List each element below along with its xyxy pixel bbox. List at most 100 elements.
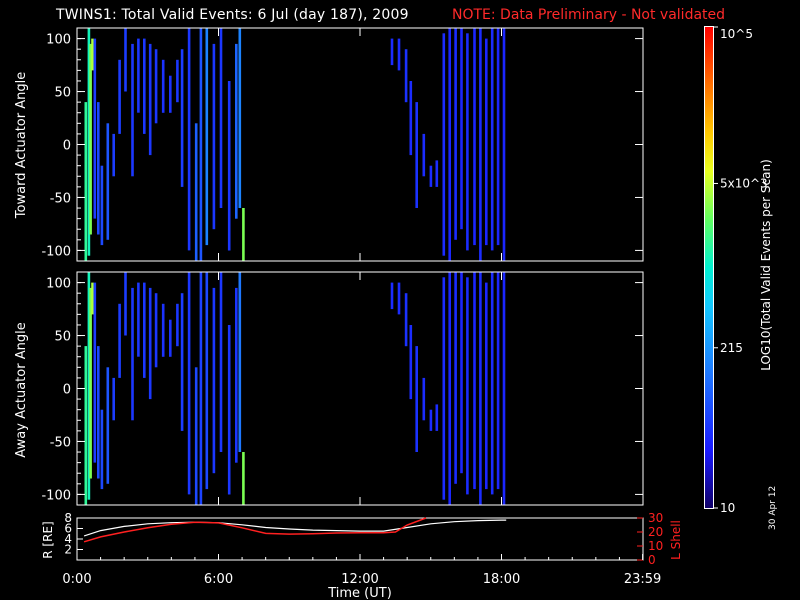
heat-strip [131,43,134,177]
toward-strips [84,28,506,261]
heat-strip [466,33,469,251]
heat-strip [473,272,476,490]
heat-strip [106,123,110,240]
heat-strip [131,287,134,421]
heat-strip [148,287,152,400]
heat-strip [422,377,426,421]
heat-strip [194,123,198,261]
xtick-label: 12:00 [341,572,378,587]
heat-strip [97,346,100,479]
colorbar-label: LOG10(Total Valid Events per Scan) [759,159,773,371]
heat-strip [143,38,146,134]
colorbar-tick-label: 10 [720,501,735,515]
ytick-label: -100 [41,244,71,259]
heat-strip [238,272,242,452]
away-yticks: 100 50 0 -50 -100 [41,272,644,505]
heat-strip [154,293,158,368]
heat-strip [454,28,457,240]
heat-strip [212,287,216,474]
colorbar-ticks: 10 215 5x10^3 10^5 [713,26,768,515]
chart-title: TWINS1: Total Valid Events: 6 Jul (day 1… [0,5,800,25]
lshell-ytick-label: 10 [648,539,663,553]
heat-strip [161,303,165,357]
heat-strip [460,272,463,474]
toward-yticks: 100 50 0 -50 -100 [41,28,644,261]
colorbar-gradient [705,27,713,508]
heat-strip [161,59,165,113]
heat-strip [227,325,231,495]
heat-strip [112,133,115,177]
r-line [83,519,507,537]
lshell-ytick-label: 20 [648,525,663,539]
heat-strip [485,282,488,490]
heat-strip [479,28,482,261]
heat-strip [429,409,433,431]
heat-strip [235,287,238,463]
colorbar-frame [704,26,714,509]
x-axis-ticks: 0:00 6:00 12:00 18:00 23:59 [62,554,661,587]
heat-strip [180,49,184,187]
heat-strip [187,28,191,251]
heat-strip [404,49,408,103]
heat-strip [460,28,463,230]
heat-strip [97,102,100,235]
ytick-label: 50 [54,86,71,101]
heat-strip [435,160,439,187]
heat-strip [238,28,242,208]
away-ylabel: Away Actuator Angle [14,322,29,457]
panel-away: 100 50 0 -50 -100 Away Actuator Angle [14,271,644,506]
xtick-label: 6:00 [204,572,233,587]
heat-strip [219,272,223,452]
heat-strip [89,287,92,479]
lshell-ytick-label: 30 [648,511,663,525]
heat-strip [187,272,191,495]
heat-strip [435,404,439,431]
ytick-label: 0 [63,383,71,398]
heat-strip [212,43,216,230]
heat-strip [148,43,152,156]
heat-strip [242,452,245,505]
xtick-label: 18:00 [483,572,520,587]
heat-strip [169,75,172,113]
heat-strip [118,303,121,378]
lshell-line [83,517,427,543]
heat-strip [118,59,121,134]
heat-strip [490,272,494,495]
heat-strip [397,282,401,315]
ytick-label: -100 [41,488,71,503]
heat-strip [409,81,413,156]
xtick-label: 0:00 [62,572,91,587]
heat-strip [93,282,97,463]
r-ytick-label: 8 [64,511,72,525]
heat-strip [235,43,238,219]
heat-strip [448,28,451,261]
heat-strip [422,133,426,177]
heat-strip [137,282,140,357]
ytick-label: 100 [46,33,71,48]
ytick-label: 0 [63,139,71,154]
heat-strip [169,319,172,357]
heat-strip [143,282,146,378]
r-ytick-label: 4 [64,532,72,546]
colorbar-tick-label: 5x10^3 [720,176,768,190]
heat-strip [180,293,184,431]
heat-strip [490,28,494,251]
heat-strip [242,208,245,261]
date-stamp: 30 Apr 12 [768,485,778,530]
ytick-label: -50 [50,191,71,206]
r-ytick-label: 2 [64,543,72,557]
heat-strip [415,346,418,452]
heat-strip [409,325,413,400]
x-axis-label: Time (UT) [327,586,392,600]
heat-strip [485,38,488,246]
heat-strip [89,43,92,235]
title-main: TWINS1: Total Valid Events: 6 Jul (day 1… [56,7,409,23]
orbit-frame [76,517,644,561]
heat-strip [442,277,446,500]
heat-strip [87,28,91,256]
heat-strip [91,38,94,71]
heat-strip [100,409,104,490]
heat-strip [176,303,179,347]
